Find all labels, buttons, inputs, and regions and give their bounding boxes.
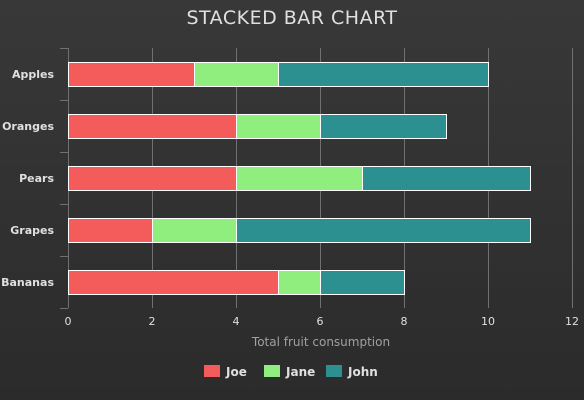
legend-label-joe[interactable]: Joe	[225, 365, 247, 379]
x-tick-label: 8	[401, 315, 408, 328]
category-label: Bananas	[1, 276, 54, 289]
bar-john-apples[interactable]	[278, 62, 489, 87]
legend-label-john[interactable]: John	[347, 365, 378, 379]
legend: Joe Jane John	[204, 365, 378, 379]
category-label: Apples	[12, 68, 54, 81]
x-tick-label: 0	[65, 315, 72, 328]
bar-john-pears[interactable]	[362, 166, 531, 191]
category-label: Oranges	[2, 120, 54, 133]
bar-john-grapes[interactable]	[236, 218, 531, 243]
bar-joe-pears[interactable]	[68, 166, 237, 191]
category-label: Grapes	[10, 224, 54, 237]
x-tick-label: 2	[149, 315, 156, 328]
bar-joe-oranges[interactable]	[68, 114, 237, 139]
bar-jane-apples[interactable]	[194, 62, 279, 87]
legend-swatch-jane[interactable]	[264, 365, 280, 377]
bar-joe-grapes[interactable]	[68, 218, 153, 243]
category-label: Pears	[19, 172, 54, 185]
chart-title: STACKED BAR CHART	[186, 7, 397, 29]
x-axis-title: Total fruit consumption	[251, 335, 390, 349]
bar-john-oranges[interactable]	[320, 114, 447, 139]
x-tick-label: 12	[565, 315, 579, 328]
bar-jane-oranges[interactable]	[236, 114, 321, 139]
x-tick-label: 4	[233, 315, 240, 328]
axes	[60, 48, 69, 309]
bar-jane-grapes[interactable]	[152, 218, 237, 243]
bar-joe-apples[interactable]	[68, 62, 195, 87]
axis-labels: 0 2 4 6 8 10 12 Apples Oranges Pears Grapes Bananas	[1, 68, 579, 328]
legend-swatch-joe[interactable]	[204, 365, 220, 377]
legend-label-jane[interactable]: Jane	[285, 365, 315, 379]
x-tick-label: 6	[317, 315, 324, 328]
bar-john-bananas[interactable]	[320, 270, 405, 295]
bar-joe-bananas[interactable]	[68, 270, 279, 295]
bars	[68, 62, 531, 295]
bar-jane-pears[interactable]	[236, 166, 363, 191]
bar-jane-bananas[interactable]	[278, 270, 321, 295]
x-tick-label: 10	[481, 315, 495, 328]
legend-swatch-john[interactable]	[326, 365, 342, 377]
